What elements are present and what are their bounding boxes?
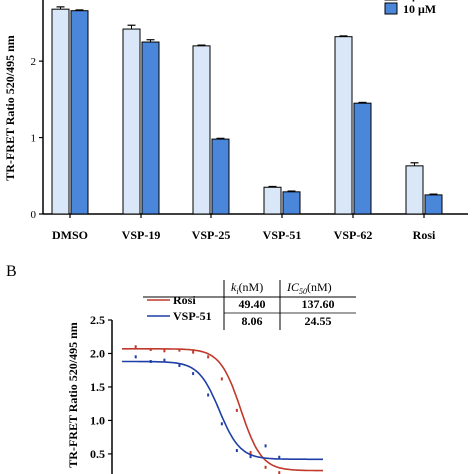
- table-header: IC50(nM): [286, 280, 332, 296]
- affinity-table: ki(nM) IC50(nM) 49.40 137.60 8.06 24.55: [143, 280, 356, 330]
- y-tick-label: 1.5: [90, 380, 105, 394]
- bar: [405, 165, 424, 215]
- bar: [263, 186, 282, 215]
- table-cell-ic50: 24.55: [305, 314, 332, 328]
- table-header: ki(nM): [231, 280, 263, 296]
- bar-chart-axes: 0 1 2 DMSO VSP-19 VSP-25 VSP-51 VSP-62 Rosi: [31, 0, 468, 242]
- bar: [353, 102, 372, 215]
- bar-chart-legend: 1 μM10 μM: [384, 0, 436, 16]
- bar: [51, 8, 70, 215]
- data-point: [264, 465, 267, 469]
- data-point: [207, 355, 210, 359]
- dose-response-points: [134, 345, 281, 474]
- data-point: [207, 393, 210, 397]
- table-cell-ic50: 137.60: [302, 297, 335, 311]
- y-tick-label: 1.0: [90, 413, 105, 427]
- x-tick-label: VSP-19: [122, 228, 161, 242]
- data-point: [163, 358, 166, 362]
- dose-response-axes: 2.5 2.0 1.5 1.0 0.5: [90, 313, 113, 474]
- bar-chart: TR-FRET Ratio 520/495 nm 0 1 2 DMSO VSP-19 VS…: [3, 0, 468, 242]
- bar: [141, 41, 160, 215]
- data-point: [249, 451, 252, 455]
- data-point: [278, 471, 281, 474]
- data-point: [278, 455, 281, 459]
- legend-label: VSP-51: [173, 309, 212, 323]
- x-tick-label: DMSO: [52, 228, 88, 242]
- legend-swatch: [384, 2, 398, 15]
- table-cell-ki: 8.06: [242, 314, 263, 328]
- data-point: [192, 372, 195, 376]
- fit-curve: [122, 348, 323, 472]
- data-point: [149, 360, 152, 364]
- data-point: [220, 422, 223, 426]
- data-point: [235, 449, 238, 453]
- y-tick-label: 2: [31, 56, 37, 68]
- panel-b-label: B: [6, 263, 17, 280]
- x-tick-label: VSP-51: [263, 228, 302, 242]
- y-tick-label: 2.5: [90, 313, 105, 327]
- fit-curve: [122, 360, 323, 461]
- dose-response-curves: [122, 348, 323, 472]
- data-point: [149, 347, 152, 351]
- y-tick-label: 0: [31, 209, 37, 221]
- bar: [122, 28, 141, 215]
- bar: [192, 45, 211, 215]
- data-point: [192, 350, 195, 354]
- legend-label: Rosi: [173, 293, 196, 307]
- data-point: [178, 364, 181, 368]
- data-point: [178, 348, 181, 352]
- legend-label: 10 μM: [403, 2, 436, 16]
- data-point: [134, 345, 137, 349]
- bar-chart-bars: [51, 6, 443, 215]
- y-tick-label: 0.5: [90, 447, 105, 461]
- bar: [70, 10, 89, 215]
- data-point: [134, 355, 137, 359]
- bar: [424, 194, 443, 215]
- dose-response-chart: B TR-FRET Ratio 520/495 nm 2.5 2.0 1.5 1.0 0…: [6, 263, 356, 474]
- bar: [334, 36, 353, 215]
- bar-chart-y-axis-label: TR-FRET Ratio 520/495 nm: [3, 35, 17, 180]
- data-point: [220, 377, 223, 381]
- dose-response-y-axis-label: TR-FRET Ratio 520/495 nm: [66, 322, 80, 467]
- bar: [282, 191, 301, 215]
- data-point: [264, 444, 267, 448]
- legend-label: 1 μM: [403, 0, 430, 2]
- x-tick-label: Rosi: [413, 228, 436, 242]
- y-tick-label: 2.0: [90, 346, 105, 360]
- y-tick-label: 1: [31, 133, 37, 145]
- table-cell-ki: 49.40: [239, 297, 266, 311]
- x-tick-label: VSP-25: [192, 228, 231, 242]
- data-point: [235, 408, 238, 412]
- data-point: [249, 455, 252, 459]
- x-tick-label: VSP-62: [334, 228, 373, 242]
- data-point: [163, 349, 166, 353]
- bar: [211, 138, 230, 215]
